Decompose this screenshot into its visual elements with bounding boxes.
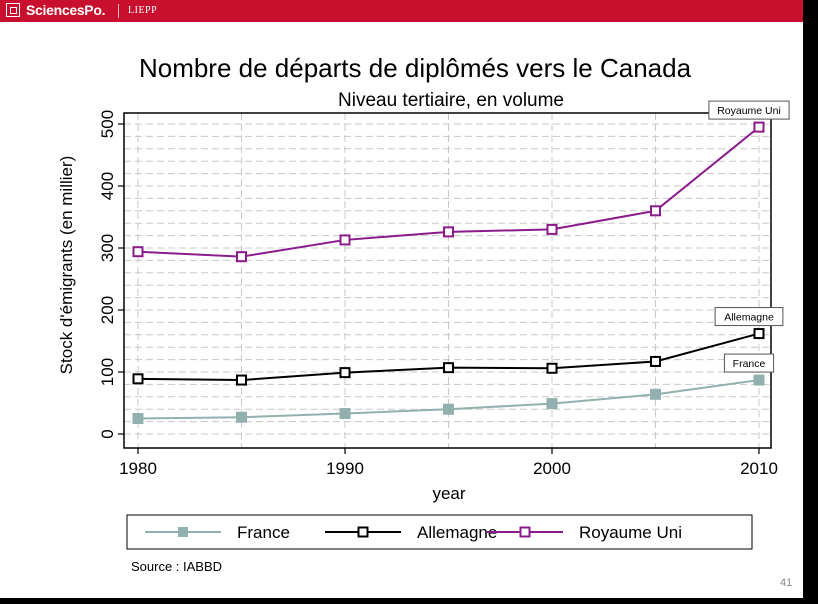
legend-marker [357, 526, 369, 538]
data-point [753, 374, 765, 386]
grid [124, 113, 771, 448]
x-axis: 1980 1990 2000 2010 [119, 448, 778, 478]
x-tick-label: 2000 [533, 459, 571, 478]
source-note: Source : IABBD [131, 559, 222, 574]
end-label-box [714, 307, 784, 327]
series-group [132, 121, 765, 424]
x-axis-label: year [432, 484, 465, 503]
chart-subtitle: Niveau tertiaire, en volume [338, 90, 564, 111]
data-point [443, 226, 454, 238]
data-point [339, 367, 351, 379]
end-label-box [708, 100, 790, 120]
sciencespo-logo-icon [6, 3, 20, 17]
data-point [546, 223, 558, 235]
data-point [236, 251, 247, 263]
data-point [650, 205, 661, 217]
y-tick-label: 0 [98, 429, 117, 438]
legend-items: France Allemagne Royaume Uni [145, 523, 682, 542]
page-number: 41 [780, 577, 793, 589]
data-point [132, 246, 144, 258]
window-edge [803, 0, 818, 604]
data-point [753, 121, 765, 133]
y-tick-label: 200 [98, 296, 117, 324]
data-point [132, 373, 144, 385]
data-point [339, 408, 351, 420]
y-tick-label: 100 [98, 358, 117, 386]
y-tick-label: 400 [98, 172, 117, 200]
end-label: Royaume Uni [717, 105, 781, 117]
end-label: France [733, 358, 766, 370]
y-tick-label: 500 [98, 110, 117, 138]
data-point [546, 362, 558, 374]
y-tick-label: 300 [98, 234, 117, 262]
header-separator [118, 4, 119, 18]
plot-frame [123, 112, 772, 449]
slide: SciencesPo. LIEPP Nombre de départs de d… [0, 0, 803, 598]
end-label: Allemagne [724, 312, 774, 324]
legend-label: France [237, 523, 290, 542]
data-point [236, 411, 247, 423]
y-axis-label: Stock d'émigrants (en millier) [57, 156, 76, 375]
x-tick-label: 2010 [740, 459, 778, 478]
lab-name: LIEPP [128, 5, 158, 16]
y-axis: 0 100 200 300 400 500 [98, 110, 124, 439]
data-point [443, 362, 454, 374]
data-point [650, 355, 661, 367]
data-point [650, 388, 661, 400]
chart: Nombre de départs de diplômés vers le Ca… [57, 53, 790, 574]
legend: France Allemagne Royaume Uni [126, 514, 753, 550]
data-point [339, 234, 351, 246]
x-tick-label: 1980 [119, 459, 157, 478]
legend-marker [519, 526, 531, 538]
data-point [236, 374, 247, 386]
end-labels: France Allemagne Royaume Uni [708, 100, 790, 373]
legend-box [126, 514, 753, 550]
data-point [443, 403, 454, 415]
chart-title: Nombre de départs de diplômés vers le Ca… [139, 53, 692, 83]
brand-name: SciencesPo. [26, 2, 106, 18]
legend-label: Allemagne [417, 523, 497, 542]
data-point [753, 328, 765, 340]
legend-label: Royaume Uni [579, 523, 682, 542]
data-point [132, 413, 144, 424]
x-tick-label: 1990 [326, 459, 364, 478]
end-label-box [723, 353, 775, 373]
data-point [546, 398, 558, 410]
header-bar: SciencesPo. LIEPP [0, 0, 803, 22]
legend-marker [178, 527, 188, 537]
